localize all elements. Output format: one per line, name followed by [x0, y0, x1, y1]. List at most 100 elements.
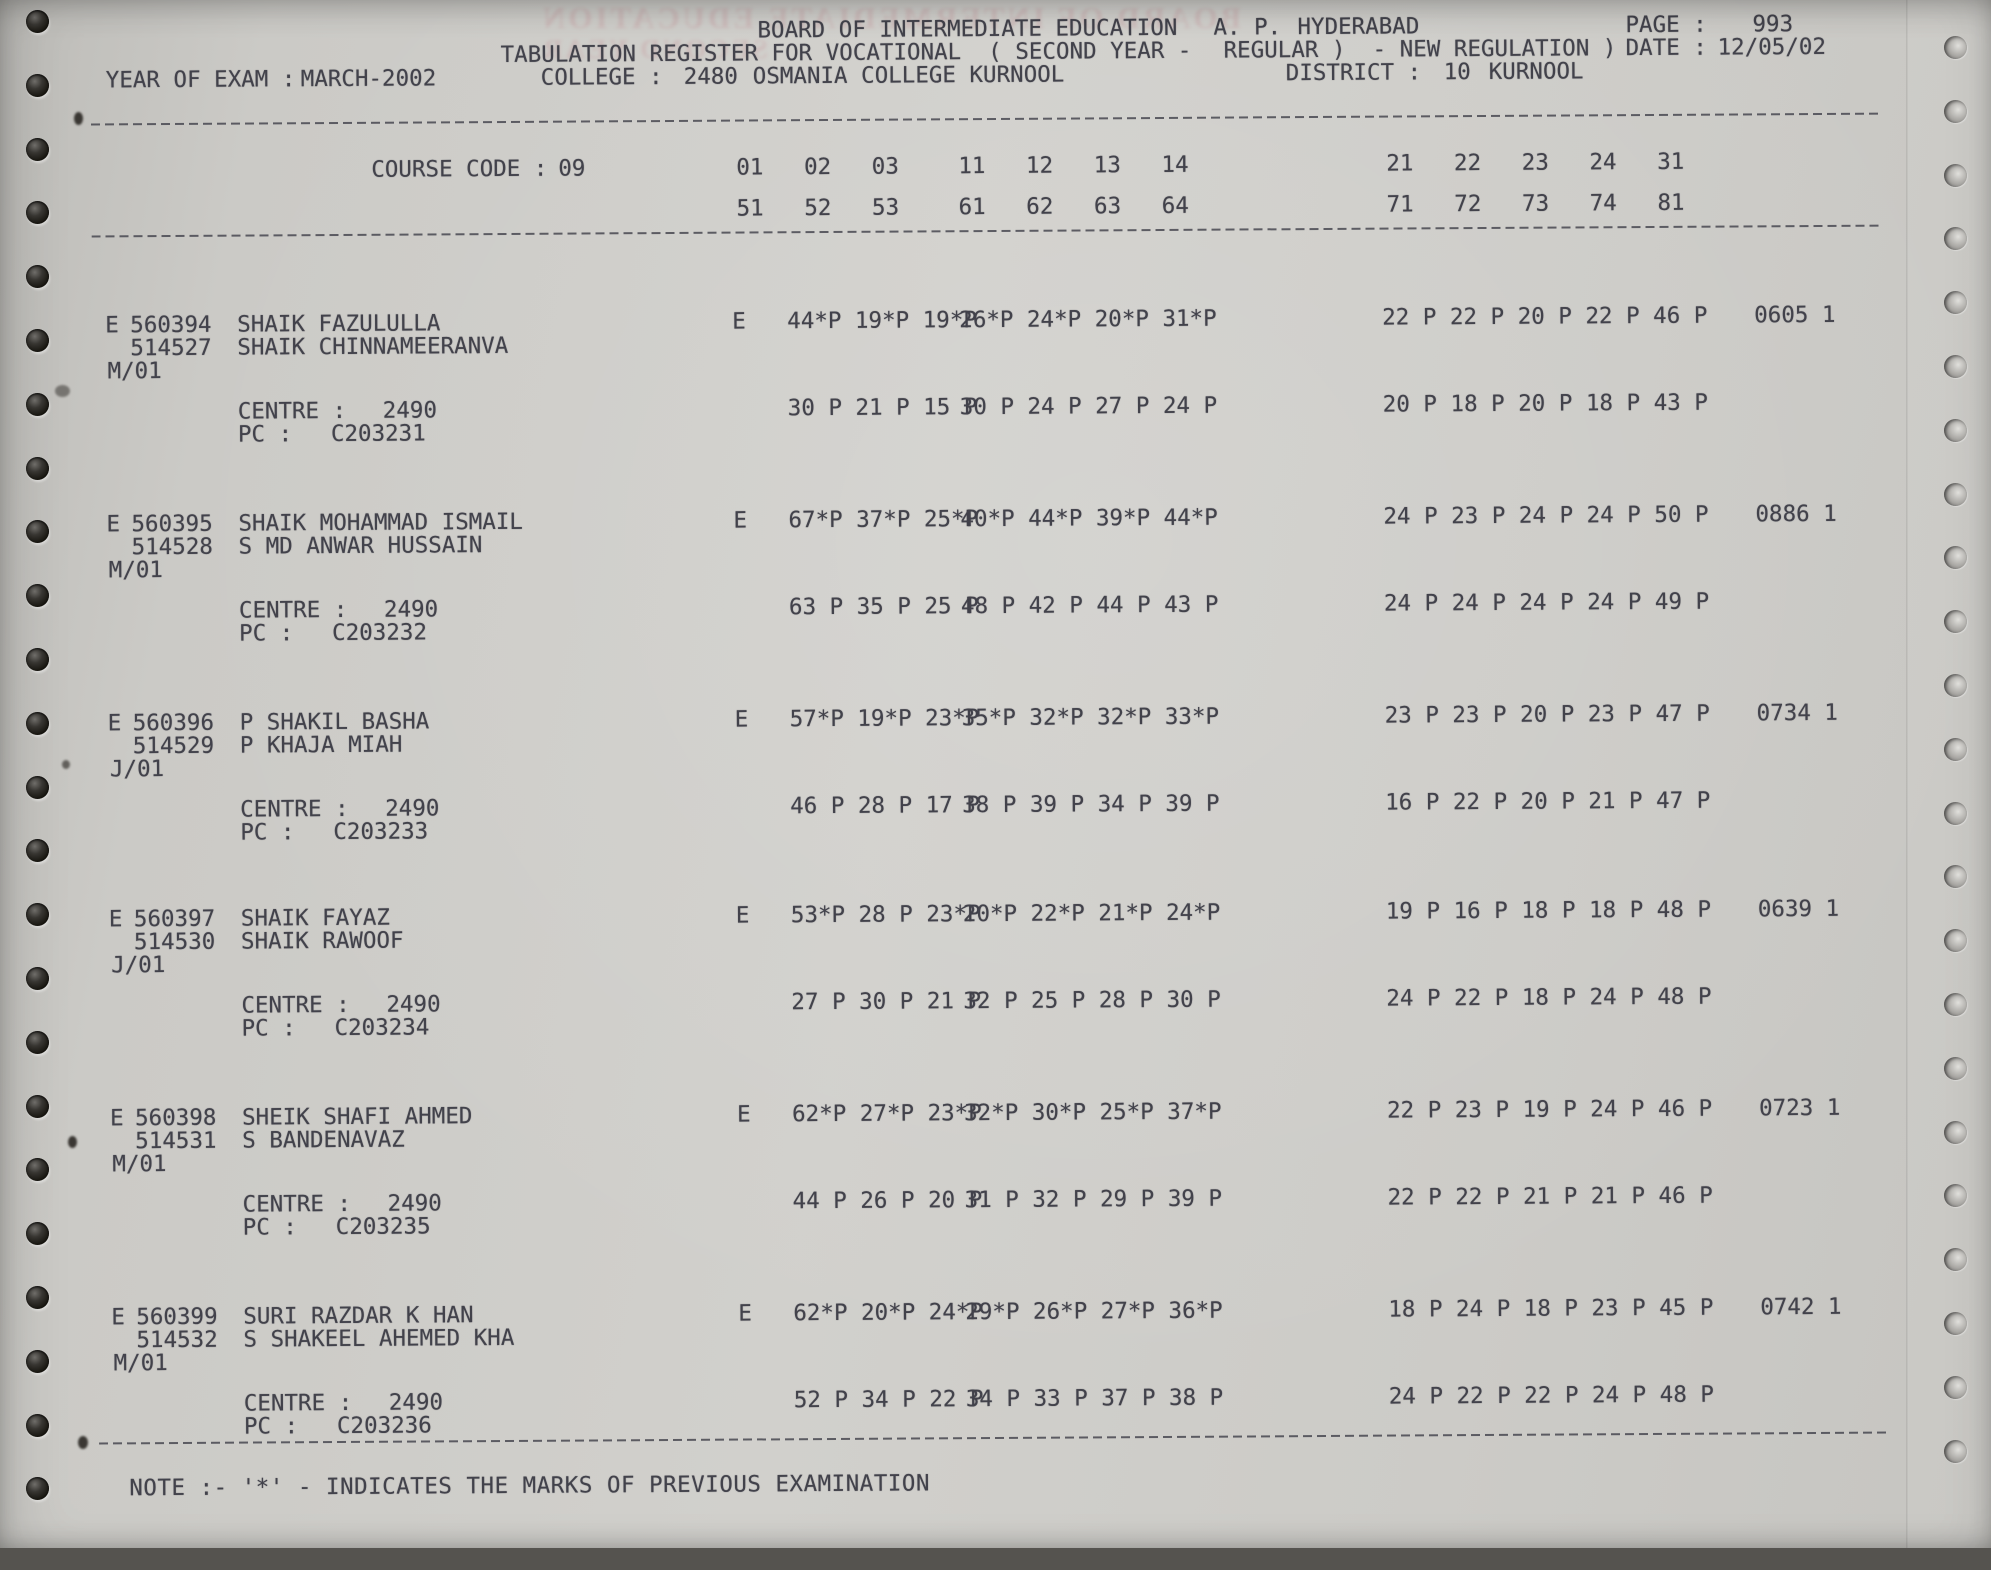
punch-hole-right: [1944, 865, 1967, 889]
marks-row2-group3: 24 P 24 P 24 P 24 P 49 P: [1383, 588, 1710, 617]
marks-row1-group2: 32*P 30*P 25*P 37*P: [963, 1098, 1222, 1127]
marks-row1-group2: 20*P 22*P 21*P 24*P: [962, 899, 1221, 928]
punch-hole-left: [26, 1094, 49, 1118]
punch-hole-right: [1944, 546, 1967, 570]
centre-value: 2490: [386, 991, 441, 1018]
pc-label: PC :: [241, 1015, 296, 1042]
marks-row1-group1: 62*P 27*P 23*P: [791, 1100, 982, 1128]
punch-hole-left: [26, 839, 49, 863]
parent-name: SHAIK CHINNAMEERANVA: [237, 332, 509, 361]
punch-hole-right: [1944, 1056, 1967, 1080]
marks-row1-group1: 62*P 20*P 24*P: [793, 1299, 984, 1327]
course-code-value: 09: [558, 155, 586, 182]
course-code-label: COURSE CODE :: [371, 155, 548, 183]
punch-hole-left: [26, 1222, 49, 1246]
total-marks: 0886 1: [1755, 500, 1837, 528]
secondary-number: 514531: [135, 1127, 217, 1155]
right-margin-strip: [1909, 0, 1991, 1548]
punch-hole-left: [26, 201, 49, 225]
punch-hole-left: [26, 329, 49, 352]
punch-hole-right: [1944, 737, 1967, 761]
medium-code: M/01: [112, 1151, 167, 1178]
parent-name: S BANDENAVAZ: [242, 1126, 405, 1154]
marks-row2-group3: 20 P 18 P 20 P 18 P 43 P: [1382, 389, 1708, 418]
appearance-flag: E: [105, 312, 119, 339]
marks-row1-group2: 40*P 44*P 39*P 44*P: [960, 504, 1218, 533]
parent-name: SHAIK RAWOOF: [240, 927, 404, 955]
marks-row2-group1: 52 P 34 P 22 P: [793, 1386, 984, 1414]
punch-hole-right: [1944, 227, 1967, 251]
total-marks: 0639 1: [1757, 895, 1840, 923]
marks-row2-group2: 30 P 24 P 27 P 24 P: [959, 392, 1218, 421]
district-label: DISTRICT :: [1285, 59, 1422, 87]
language-flag: E: [733, 507, 748, 534]
year-of-exam-value: MARCH-2002: [300, 65, 437, 93]
marks-row1-group3: 22 P 22 P 20 P 22 P 46 P: [1382, 302, 1708, 331]
marks-row2-group3: 24 P 22 P 22 P 24 P 48 P: [1388, 1381, 1714, 1410]
marks-row1-group1: 44*P 19*P 19*P: [787, 307, 977, 335]
punch-hole-right: [1944, 929, 1967, 953]
divider-rule-header: [91, 224, 1882, 238]
marks-row1-group2: 26*P 24*P 20*P 31*P: [959, 305, 1217, 334]
secondary-number: 514532: [136, 1326, 218, 1354]
college-name: OSMANIA COLLEGE KURNOOL: [752, 61, 1065, 90]
divider-rule-top: [91, 112, 1881, 126]
smudge-mark: [68, 1136, 77, 1148]
punch-hole-right: [1944, 482, 1967, 506]
date-value: 12/05/02: [1717, 33, 1827, 61]
appearance-flag: E: [108, 906, 123, 933]
marks-row1-group3: 19 P 16 P 18 P 18 P 48 P: [1385, 896, 1712, 925]
smudge-mark: [55, 385, 70, 397]
total-marks: 0723 1: [1758, 1094, 1841, 1122]
marks-row2-group1: 30 P 21 P 15 P: [787, 394, 978, 422]
appearance-flag: E: [107, 710, 122, 737]
marks-row1-group3: 18 P 24 P 18 P 23 P 45 P: [1388, 1294, 1714, 1323]
punch-hole-right: [1944, 1184, 1967, 1208]
registration-number: 560394: [130, 311, 212, 339]
medium-code: M/01: [107, 358, 162, 385]
punch-hole-right: [1944, 36, 1967, 59]
appearance-flag: E: [106, 511, 121, 538]
total-marks: 0742 1: [1760, 1293, 1842, 1321]
district-code: 10: [1443, 59, 1471, 86]
pc-value: C203233: [333, 818, 429, 846]
marks-row2-group1: 46 P 28 P 17 P: [790, 792, 980, 820]
punch-hole-right: [1944, 1120, 1967, 1144]
parent-name: S SHAKEEL AHEMED KHA: [243, 1324, 515, 1353]
punch-hole-left: [26, 520, 49, 544]
marks-row1-group1: 53*P 28 P 23*P: [790, 901, 981, 929]
medium-code: J/01: [111, 952, 166, 979]
smudge-mark: [78, 1436, 88, 1449]
punch-hole-right: [1944, 1375, 1967, 1399]
marks-row2-group3: 22 P 22 P 21 P 21 P 46 P: [1387, 1182, 1713, 1211]
punch-hole-left: [26, 1158, 49, 1182]
marks-row1-group2: 35*P 32*P 32*P 33*P: [961, 703, 1220, 732]
pc-value: C203231: [330, 420, 426, 448]
pc-label: PC :: [239, 620, 294, 647]
records-list: E 560394 SHAIK FAZULULLA E 44*P 19*P 19*…: [0, 0, 1986, 1440]
page-label: PAGE :: [1625, 11, 1707, 39]
student-record: E 560398 SHEIK SHAFI AHMED E 62*P 27*P 2…: [2, 1094, 1991, 1248]
pc-label: PC :: [237, 421, 293, 448]
punch-hole-left: [26, 392, 49, 416]
language-flag: E: [736, 1101, 751, 1128]
punch-hole-right: [1944, 163, 1967, 187]
total-marks: 0605 1: [1754, 301, 1836, 329]
punch-hole-right: [1944, 99, 1967, 123]
marks-row2-group2: 32 P 25 P 28 P 30 P: [963, 986, 1221, 1015]
punch-hole-right: [1944, 418, 1967, 442]
subject-cols-2b: 61 62 63 64: [958, 192, 1189, 221]
centre-value: 2490: [388, 1389, 444, 1416]
student-record: E 560396 P SHAKIL BASHA E 57*P 19*P 23*P…: [0, 700, 1991, 853]
registration-number: 560397: [133, 905, 216, 933]
marks-row1-group3: 22 P 23 P 19 P 24 P 46 P: [1386, 1095, 1713, 1124]
punch-hole-left: [26, 648, 49, 671]
appearance-flag: E: [110, 1105, 124, 1132]
centre-value: 2490: [382, 397, 438, 424]
marks-row1-group1: 67*P 37*P 25*P: [788, 506, 979, 534]
language-flag: E: [734, 706, 749, 733]
secondary-number: 514529: [132, 732, 215, 760]
marks-row2-group1: 27 P 30 P 21 P: [791, 988, 982, 1016]
punch-hole-right: [1944, 1248, 1967, 1272]
